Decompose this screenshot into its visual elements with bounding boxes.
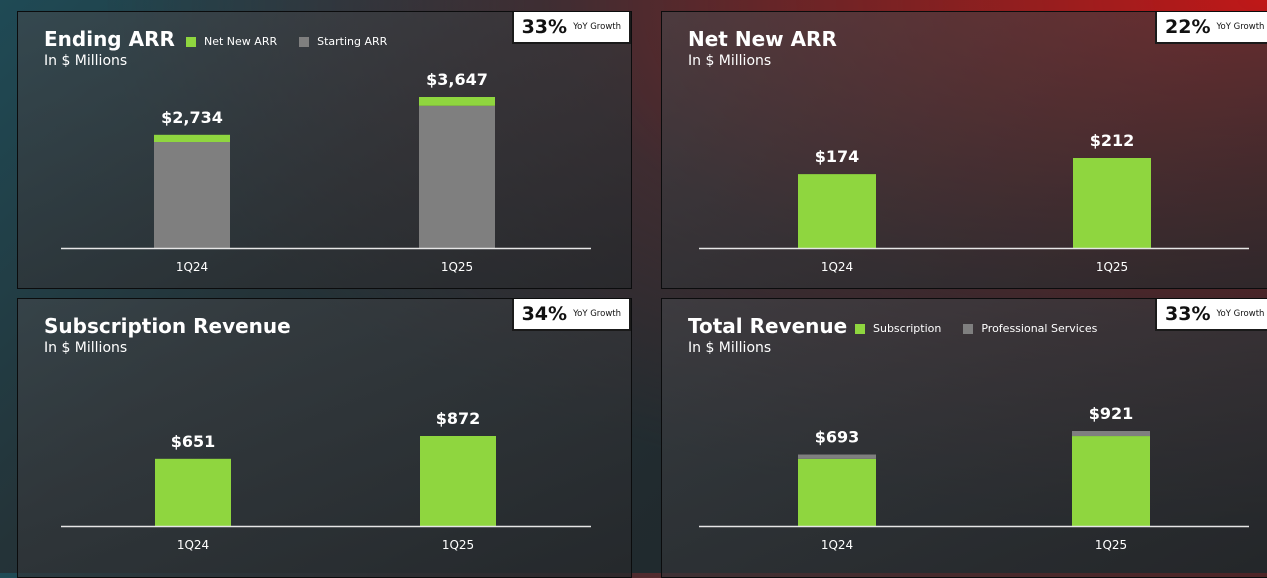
data-label: $212	[1090, 131, 1135, 150]
ending-arr-legend: Net New ARR Starting ARR	[186, 35, 387, 48]
ending-arr-subtitle: In $ Millions	[44, 53, 128, 69]
x-tick-label: 1Q25	[1095, 538, 1127, 552]
legend-swatch-gray	[963, 323, 974, 334]
legend-item-subscription: Subscription	[855, 322, 941, 335]
legend-label: Starting ARR	[317, 35, 388, 48]
bar	[798, 458, 876, 526]
x-tick-label: 1Q25	[442, 538, 474, 552]
bar	[154, 142, 230, 248]
yoy-growth-badge: 33% YoY Growth	[511, 12, 631, 44]
data-label: $693	[815, 428, 860, 447]
data-label: $174	[815, 147, 860, 166]
net-new-arr-panel: $174 1Q24 $212 1Q25 Net New ARR In $ Millio…	[661, 11, 1267, 289]
net-new-arr-chart: $174 1Q24 $212 1Q25	[699, 131, 1249, 274]
legend-label: Professional Services	[981, 322, 1098, 335]
yoy-growth-value: 33%	[521, 16, 568, 38]
x-tick-label: 1Q24	[177, 538, 209, 552]
data-label: $3,647	[426, 70, 488, 89]
legend-item-net-new-arr: Net New ARR	[186, 35, 277, 48]
net-new-arr-subtitle: In $ Millions	[688, 53, 772, 69]
x-tick-label: 1Q25	[441, 260, 473, 274]
bar	[155, 458, 231, 526]
total-revenue-title: Total Revenue	[688, 314, 848, 338]
data-label: $651	[171, 432, 216, 451]
x-tick-label: 1Q25	[1096, 260, 1128, 274]
yoy-growth-label: YoY Growth	[573, 22, 621, 32]
bar	[1073, 158, 1151, 248]
legend-swatch-gray	[299, 36, 310, 47]
bar	[154, 134, 230, 143]
total-revenue-panel: $693 1Q24 $921 1Q25 Total Revenue In $ Mill…	[661, 298, 1267, 578]
bar	[798, 174, 876, 248]
legend-item-starting-arr: Starting ARR	[299, 35, 387, 48]
subscription-revenue-subtitle: In $ Millions	[44, 340, 128, 356]
yoy-growth-value: 34%	[521, 303, 568, 325]
yoy-growth-badge: 33% YoY Growth	[1155, 299, 1267, 331]
yoy-growth-value: 33%	[1165, 303, 1211, 325]
yoy-growth-label: YoY Growth	[1216, 22, 1265, 32]
yoy-growth-label: YoY Growth	[573, 309, 621, 319]
total-revenue-legend: Subscription Professional Services	[855, 322, 1097, 335]
bar	[798, 454, 876, 459]
data-label: $2,734	[161, 108, 223, 127]
yoy-growth-label: YoY Growth	[1216, 309, 1265, 319]
bar	[419, 97, 495, 106]
subscription-revenue-panel: $651 1Q24 $872 1Q25 Subscription Revenue In…	[17, 298, 632, 578]
data-label: $872	[436, 409, 481, 428]
yoy-growth-badge: 34% YoY Growth	[511, 299, 631, 331]
ending-arr-panel: $2,734 1Q24 $3,647 1Q25 Ending ARR In $ Mil…	[17, 11, 632, 289]
x-tick-label: 1Q24	[821, 260, 853, 274]
legend-item-professional-services: Professional Services	[963, 322, 1097, 335]
legend-label: Net New ARR	[204, 35, 278, 48]
legend-label: Subscription	[873, 322, 942, 335]
x-tick-label: 1Q24	[821, 538, 853, 552]
legend-swatch-green	[855, 323, 865, 334]
subscription-revenue-title: Subscription Revenue	[44, 314, 291, 338]
total-revenue-subtitle: In $ Millions	[688, 340, 772, 356]
data-label: $921	[1089, 404, 1134, 423]
ending-arr-chart: $2,734 1Q24 $3,647 1Q25	[61, 70, 591, 274]
bar	[419, 105, 495, 249]
total-revenue-chart: $693 1Q24 $921 1Q25	[699, 404, 1249, 552]
bar	[1072, 436, 1150, 526]
yoy-growth-value: 22%	[1165, 16, 1211, 38]
x-tick-label: 1Q24	[176, 260, 208, 274]
subscription-revenue-chart: $651 1Q24 $872 1Q25	[61, 409, 591, 552]
net-new-arr-title: Net New ARR	[688, 27, 837, 51]
ending-arr-title: Ending ARR	[44, 27, 175, 51]
legend-swatch-green	[186, 36, 196, 47]
bar	[420, 436, 496, 526]
yoy-growth-badge: 22% YoY Growth	[1155, 12, 1267, 44]
bar	[1072, 431, 1150, 437]
